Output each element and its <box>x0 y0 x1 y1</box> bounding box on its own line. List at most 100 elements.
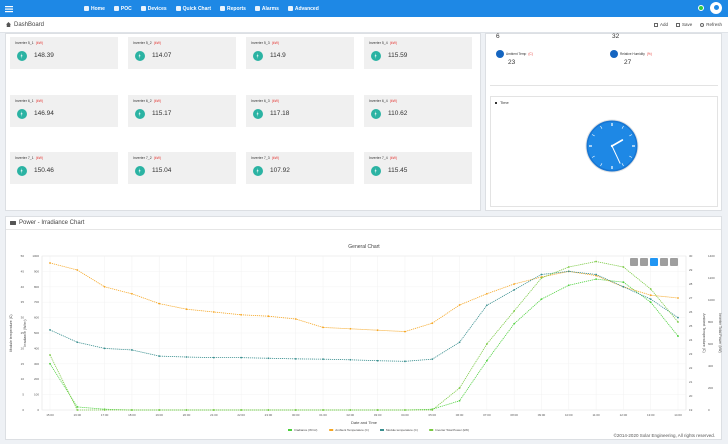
data-point <box>376 329 379 332</box>
nav-item-poc[interactable]: POC <box>113 6 132 12</box>
nav-item-advanced[interactable]: Advanced <box>287 5 319 12</box>
legend-swatch <box>429 429 434 431</box>
x-tick-label: 00:00 <box>292 413 300 417</box>
x-tick-label: 05:00 <box>429 413 437 417</box>
add-button[interactable]: Add <box>653 22 668 27</box>
inverter-card[interactable]: Inverter 6_1 (kW) 146.94 <box>10 95 118 127</box>
left-inner-tick-label: 1000 <box>32 254 39 258</box>
inverter-unit: (kW) <box>153 41 162 45</box>
legend-label: Module temperature (C) <box>386 428 418 432</box>
inverter-value: 110.62 <box>388 110 408 117</box>
inverter-card[interactable]: Inverter 5_3 (kW) 114.9 <box>246 37 354 69</box>
nav-item-quick-chart[interactable]: Quick Chart <box>175 6 211 12</box>
magnify-icon[interactable] <box>650 258 658 266</box>
right-inner-tick-label: 23 <box>689 352 693 356</box>
thermometer-icon <box>496 50 504 58</box>
data-point <box>649 294 652 297</box>
data-point <box>595 278 597 280</box>
clock-tick <box>629 134 633 137</box>
right-outer-tick-label: 800 <box>708 320 713 324</box>
inverter-label: Inverter 7_3 (kW) <box>251 156 279 160</box>
legend-swatch <box>288 429 292 431</box>
inverter-card[interactable]: Inverter 6_4 (kW) 110.62 <box>364 95 472 127</box>
save-icon <box>675 22 680 27</box>
inverter-card[interactable]: Inverter 5_1 (kW) 148.39 <box>10 37 118 69</box>
left-outer-tick-label: 0 <box>22 408 24 412</box>
data-point <box>294 318 297 320</box>
weather-value-top-right: 32 <box>612 33 620 40</box>
nav-item-alarms[interactable]: Alarms <box>254 6 279 12</box>
brand-logo[interactable] <box>0 0 60 17</box>
right-outer-tick-label: 400 <box>708 364 713 368</box>
right-inner-tick-label: 21 <box>689 380 693 384</box>
inverter-card[interactable]: Inverter 5_4 (kW) 115.59 <box>364 37 472 69</box>
data-point <box>267 315 270 318</box>
inverter-card[interactable]: Inverter 6_2 (kW) 115.17 <box>128 95 236 127</box>
data-point <box>458 304 461 306</box>
data-point <box>513 310 516 312</box>
lightning-icon <box>17 51 27 61</box>
y-axis-label-left-outer: Module temperature (C) <box>9 314 13 351</box>
inverter-card[interactable]: Inverter 6_3 (kW) 117.18 <box>246 95 354 127</box>
data-point <box>458 387 461 389</box>
x-tick-label: 09:00 <box>538 413 546 417</box>
inverter-card[interactable]: Inverter 7_2 (kW) 115.04 <box>128 152 236 184</box>
data-point <box>485 359 488 362</box>
inverter-label: Inverter 6_4 (kW) <box>369 99 397 103</box>
nav-item-reports[interactable]: Reports <box>220 6 246 12</box>
data-point <box>131 409 133 411</box>
data-point <box>103 409 106 411</box>
nav-item-devices[interactable]: Devices <box>140 6 167 12</box>
lightning-icon <box>135 109 145 119</box>
left-inner-tick-label: 700 <box>34 300 39 304</box>
clock-tick <box>591 155 595 158</box>
lightning-icon <box>371 166 381 176</box>
refresh-button[interactable]: Refresh <box>700 22 722 27</box>
inverter-unit: (kW) <box>153 156 162 160</box>
pan-icon[interactable] <box>660 258 668 266</box>
zoom-out-icon[interactable] <box>640 258 648 266</box>
right-outer-tick-label: 1000 <box>708 298 715 302</box>
reset-zoom-icon[interactable] <box>670 258 678 266</box>
left-inner-tick-label: 300 <box>34 362 39 366</box>
lightning-icon <box>253 109 263 119</box>
data-point <box>458 341 461 344</box>
menu-icon <box>5 5 13 12</box>
inverter-label: Inverter 6_1 (kW) <box>15 99 43 103</box>
data-point <box>76 406 79 408</box>
data-point <box>349 327 352 330</box>
nav-item-home[interactable]: Home <box>84 6 105 12</box>
user-avatar[interactable] <box>710 2 722 14</box>
left-outer-tick-label: 40 <box>21 285 25 289</box>
home-icon <box>84 6 89 11</box>
refresh-label: Refresh <box>706 22 722 27</box>
data-point <box>103 347 106 350</box>
time-title-text: Time <box>500 100 509 105</box>
clock-minute-hand <box>611 145 621 164</box>
zoom-in-icon[interactable] <box>630 258 638 266</box>
x-tick-label: 12:00 <box>620 413 628 417</box>
inverter-name: Inverter 7_2 <box>133 156 152 160</box>
x-tick-label: 02:00 <box>347 413 355 417</box>
inverter-card[interactable]: Inverter 7_3 (kW) 107.92 <box>246 152 354 184</box>
inverter-unit: (kW) <box>271 41 280 45</box>
inverter-value: 107.92 <box>270 167 290 174</box>
inverter-label: Inverter 5_3 (kW) <box>251 41 279 45</box>
bullet-icon <box>495 101 497 104</box>
right-inner-tick-label: 19 <box>689 408 693 412</box>
inverter-unit: (kW) <box>271 99 280 103</box>
inverter-card[interactable]: Inverter 5_2 (kW) 114.07 <box>128 37 236 69</box>
nav-item-label: Advanced <box>294 5 319 12</box>
inverter-card[interactable]: Inverter 7_4 (kW) 115.45 <box>364 152 472 184</box>
add-icon <box>653 22 658 27</box>
weather-time-panel: 6 32 Ambient Temp (C) 23 Relative Humidit… <box>485 33 722 211</box>
data-point <box>513 283 516 285</box>
save-button[interactable]: Save <box>675 22 692 27</box>
data-point <box>49 354 51 356</box>
inverter-unit: (kW) <box>35 99 44 103</box>
grid-icon <box>113 6 119 11</box>
page-title-text: DashBoard <box>14 21 45 28</box>
inverter-card[interactable]: Inverter 7_1 (kW) 150.46 <box>10 152 118 184</box>
data-point <box>322 326 324 329</box>
data-point <box>131 349 133 351</box>
